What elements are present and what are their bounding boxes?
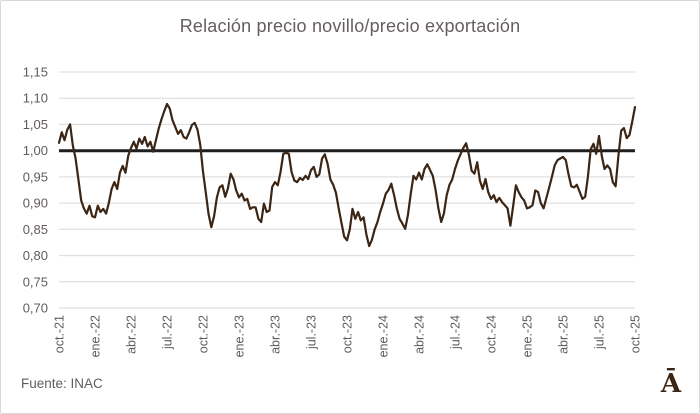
y-axis-label: 0,95 bbox=[23, 169, 48, 184]
series-line bbox=[57, 102, 637, 248]
x-axis-label: jul.-24 bbox=[449, 315, 463, 350]
x-axis-label: jul.-22 bbox=[161, 315, 175, 350]
x-axis-label: jul.-25 bbox=[593, 315, 607, 350]
x-axis-label: ene.-24 bbox=[377, 315, 391, 357]
y-axis-label: 1,00 bbox=[23, 143, 48, 158]
x-axis-label: abr.-24 bbox=[413, 315, 427, 354]
y-axis-label: 1,15 bbox=[23, 65, 48, 80]
y-axis-label: 0,75 bbox=[23, 274, 48, 289]
x-axis-label: abr.-25 bbox=[557, 315, 571, 354]
y-axis-label: 1,05 bbox=[23, 117, 48, 132]
x-axis-label: ene.-25 bbox=[521, 315, 535, 357]
y-axis-label: 1,10 bbox=[23, 91, 48, 106]
y-axis-label: 0,70 bbox=[23, 301, 48, 316]
x-axis-label: oct.-25 bbox=[629, 315, 643, 353]
y-axis-label: 0,90 bbox=[23, 196, 48, 211]
x-axis-label: oct.-24 bbox=[485, 315, 499, 353]
x-axis-label: ene.-22 bbox=[89, 315, 103, 357]
x-axis-label: abr.-23 bbox=[269, 315, 283, 354]
logo-mark: Ā bbox=[660, 369, 681, 399]
x-axis-label: oct.-22 bbox=[197, 315, 211, 353]
x-axis-label: oct.-21 bbox=[53, 315, 67, 353]
x-axis-label: oct.-23 bbox=[341, 315, 355, 353]
x-axis-label: jul.-23 bbox=[305, 315, 319, 350]
y-axis-label: 0,80 bbox=[23, 248, 48, 263]
y-axis-label: 0,85 bbox=[23, 222, 48, 237]
x-axis-label: abr.-22 bbox=[125, 315, 139, 354]
x-axis-label: ene.-23 bbox=[233, 315, 247, 357]
chart-title: Relación precio novillo/precio exportaci… bbox=[179, 16, 521, 36]
source-note: Fuente: INAC bbox=[21, 376, 103, 391]
